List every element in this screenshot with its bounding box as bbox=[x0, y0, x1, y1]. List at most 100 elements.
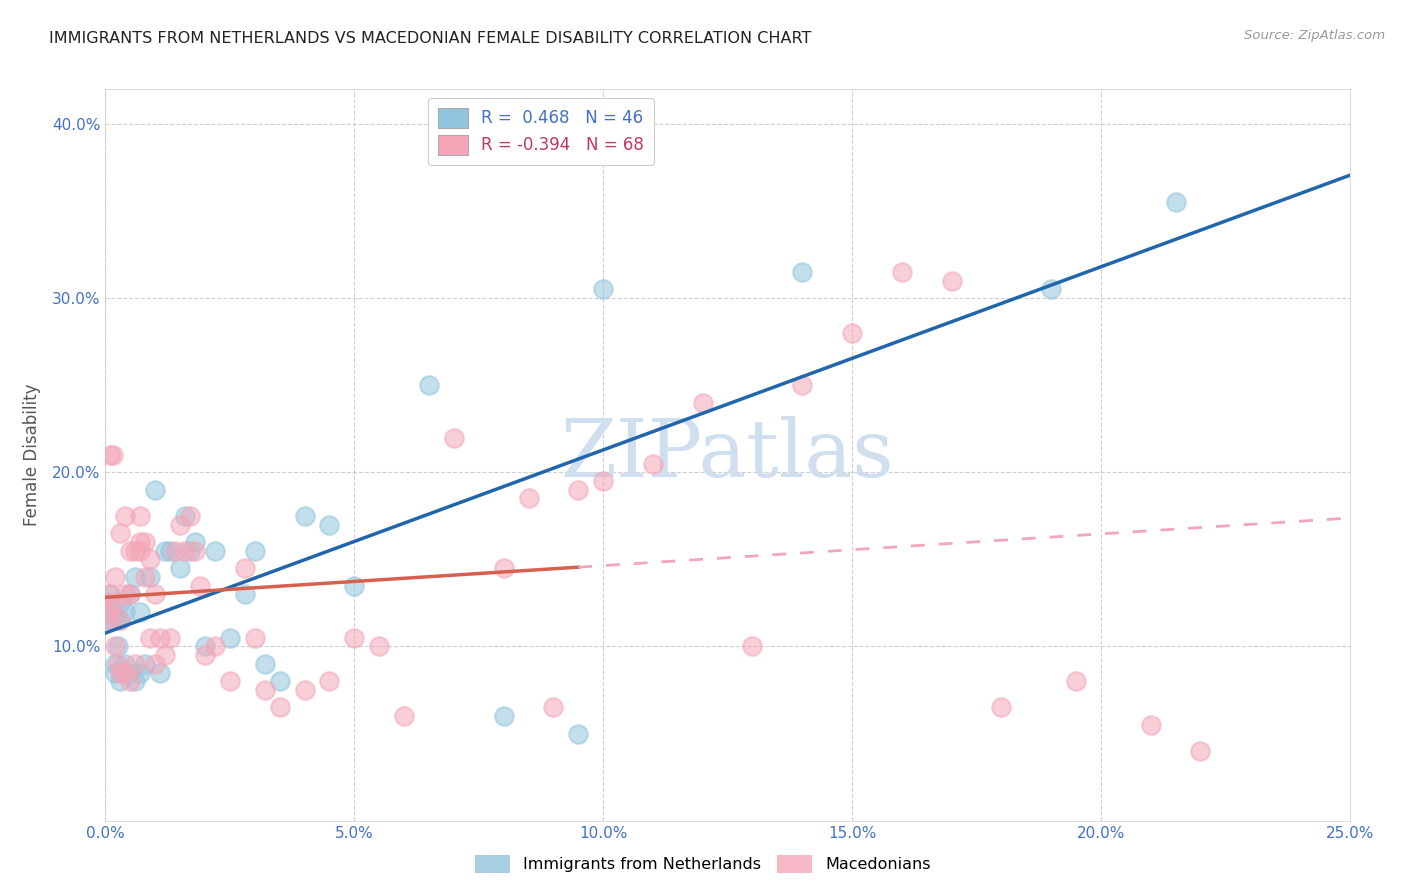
Point bbox=[104, 596, 127, 610]
Point bbox=[114, 665, 136, 680]
Point bbox=[343, 631, 366, 645]
Point bbox=[114, 605, 136, 619]
Point bbox=[692, 395, 714, 409]
Point bbox=[841, 326, 863, 340]
Point bbox=[97, 596, 120, 610]
Text: IMMIGRANTS FROM NETHERLANDS VS MACEDONIAN FEMALE DISABILITY CORRELATION CHART: IMMIGRANTS FROM NETHERLANDS VS MACEDONIA… bbox=[49, 31, 811, 46]
Point bbox=[129, 543, 152, 558]
Point bbox=[114, 587, 136, 601]
Point bbox=[1139, 718, 1161, 732]
Point bbox=[110, 526, 132, 541]
Point bbox=[114, 657, 136, 671]
Point bbox=[110, 665, 132, 680]
Point bbox=[120, 665, 142, 680]
Point bbox=[143, 657, 166, 671]
Point bbox=[139, 552, 162, 566]
Point bbox=[129, 605, 152, 619]
Point bbox=[129, 665, 152, 680]
Point bbox=[100, 613, 122, 627]
Point bbox=[890, 265, 912, 279]
Point bbox=[990, 700, 1012, 714]
Point bbox=[100, 587, 122, 601]
Point bbox=[253, 683, 276, 698]
Point bbox=[169, 517, 191, 532]
Point bbox=[418, 378, 440, 392]
Point bbox=[139, 570, 162, 584]
Point bbox=[492, 709, 515, 723]
Point bbox=[104, 657, 127, 671]
Point bbox=[269, 700, 291, 714]
Point bbox=[219, 631, 242, 645]
Point bbox=[194, 640, 217, 654]
Point bbox=[567, 483, 589, 497]
Point bbox=[110, 596, 132, 610]
Point bbox=[149, 631, 172, 645]
Point bbox=[1189, 744, 1212, 758]
Point bbox=[110, 613, 132, 627]
Point bbox=[492, 561, 515, 575]
Point bbox=[104, 613, 127, 627]
Point bbox=[107, 640, 129, 654]
Point bbox=[129, 508, 152, 523]
Point bbox=[96, 596, 118, 610]
Point bbox=[194, 648, 217, 663]
Point bbox=[110, 613, 132, 627]
Point bbox=[233, 561, 256, 575]
Point bbox=[149, 665, 172, 680]
Point bbox=[100, 613, 122, 627]
Point bbox=[159, 631, 181, 645]
Point bbox=[143, 587, 166, 601]
Point bbox=[159, 543, 181, 558]
Point bbox=[101, 448, 124, 462]
Point bbox=[204, 640, 226, 654]
Point bbox=[204, 543, 226, 558]
Point bbox=[592, 474, 614, 488]
Point bbox=[114, 508, 136, 523]
Point bbox=[443, 430, 465, 444]
Point bbox=[318, 674, 340, 689]
Point bbox=[153, 648, 176, 663]
Point bbox=[107, 657, 129, 671]
Point bbox=[120, 587, 142, 601]
Point bbox=[543, 700, 565, 714]
Point bbox=[392, 709, 415, 723]
Point bbox=[368, 640, 391, 654]
Text: ZIPatlas: ZIPatlas bbox=[561, 416, 894, 494]
Point bbox=[219, 674, 242, 689]
Point bbox=[129, 535, 152, 549]
Point bbox=[124, 543, 146, 558]
Point bbox=[120, 674, 142, 689]
Point bbox=[97, 605, 120, 619]
Point bbox=[134, 570, 156, 584]
Y-axis label: Female Disability: Female Disability bbox=[22, 384, 41, 526]
Point bbox=[741, 640, 763, 654]
Text: Source: ZipAtlas.com: Source: ZipAtlas.com bbox=[1244, 29, 1385, 42]
Point bbox=[253, 657, 276, 671]
Point bbox=[101, 605, 124, 619]
Point bbox=[184, 543, 207, 558]
Point bbox=[134, 535, 156, 549]
Point bbox=[294, 683, 316, 698]
Legend: Immigrants from Netherlands, Macedonians: Immigrants from Netherlands, Macedonians bbox=[470, 848, 936, 880]
Point bbox=[100, 448, 122, 462]
Point bbox=[269, 674, 291, 689]
Point bbox=[124, 657, 146, 671]
Point bbox=[792, 265, 814, 279]
Point bbox=[1040, 283, 1063, 297]
Point bbox=[104, 665, 127, 680]
Point bbox=[567, 726, 589, 740]
Point bbox=[792, 378, 814, 392]
Point bbox=[174, 508, 197, 523]
Point bbox=[110, 674, 132, 689]
Point bbox=[294, 508, 316, 523]
Point bbox=[233, 587, 256, 601]
Legend: R =  0.468   N = 46, R = -0.394   N = 68: R = 0.468 N = 46, R = -0.394 N = 68 bbox=[427, 97, 654, 165]
Point bbox=[104, 640, 127, 654]
Point bbox=[143, 483, 166, 497]
Point bbox=[592, 283, 614, 297]
Point bbox=[1064, 674, 1087, 689]
Point bbox=[139, 631, 162, 645]
Point bbox=[1164, 195, 1187, 210]
Point bbox=[120, 587, 142, 601]
Point bbox=[188, 578, 211, 592]
